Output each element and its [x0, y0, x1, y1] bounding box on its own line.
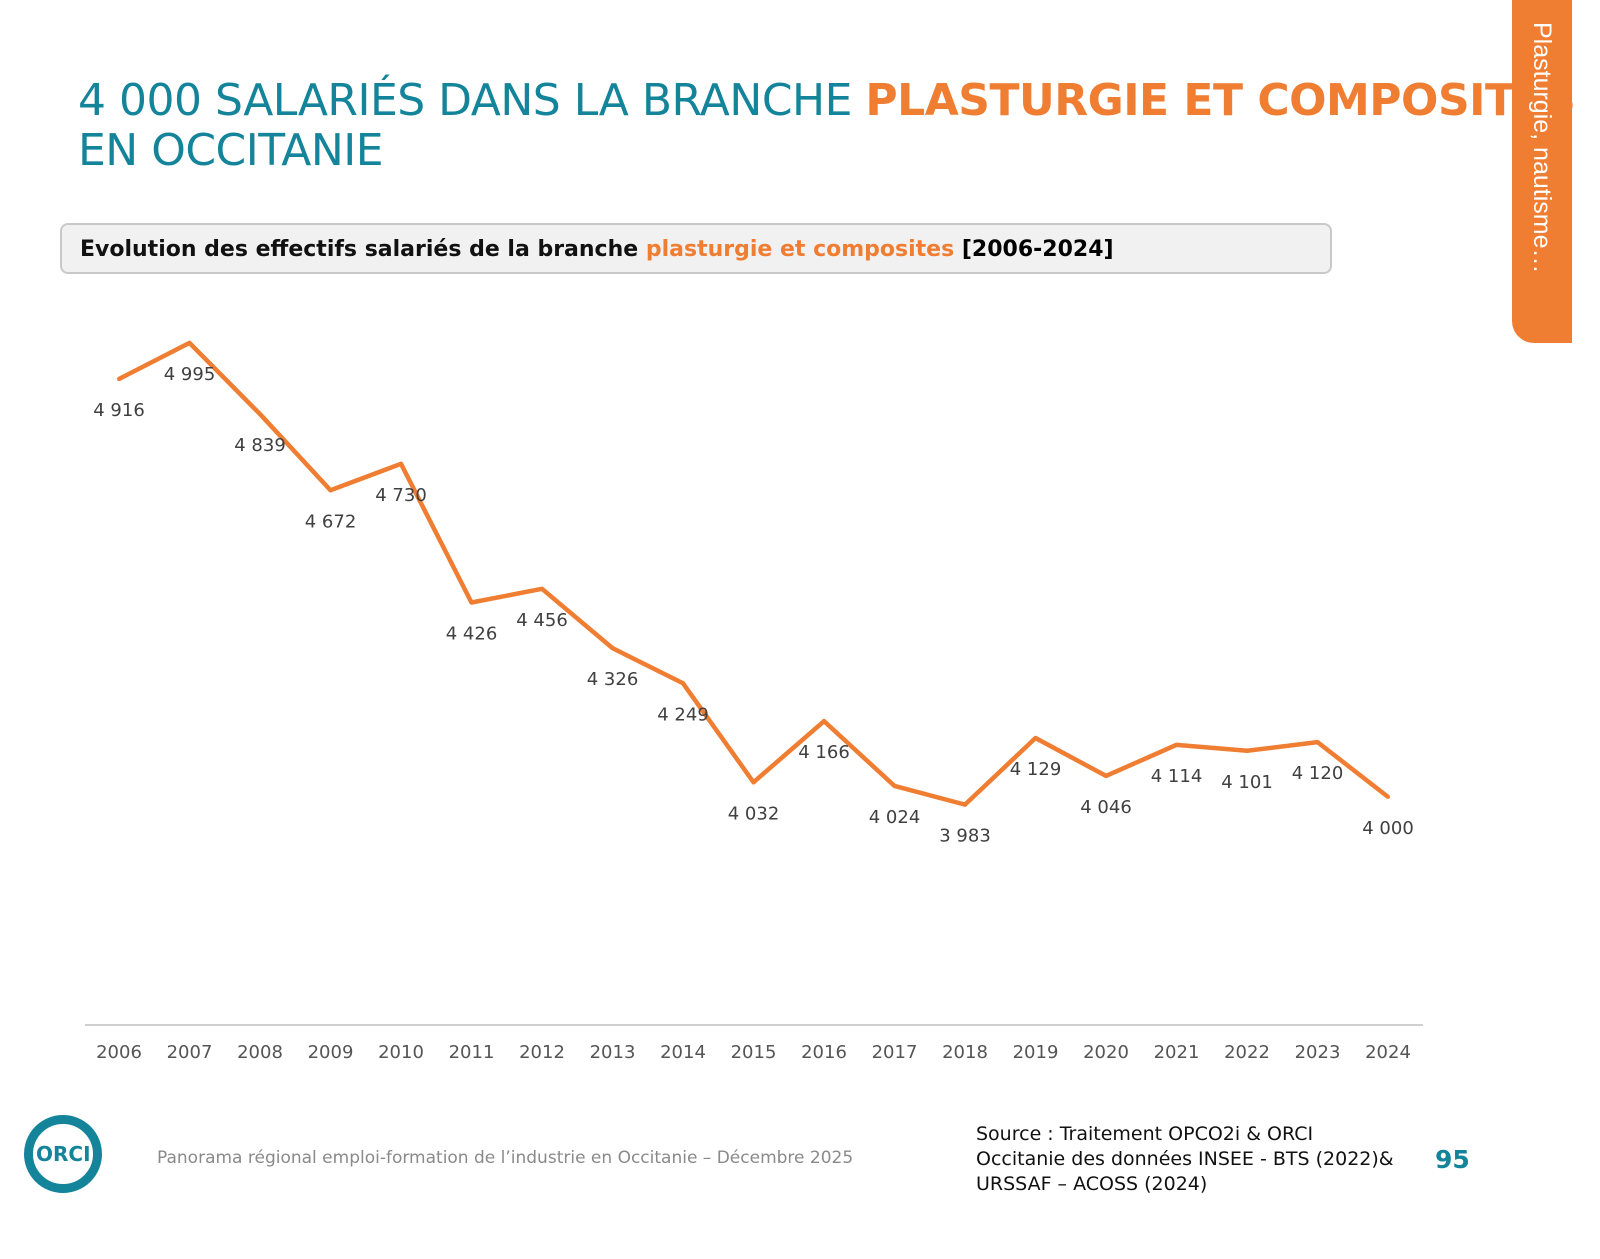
x-tick-label: 2022	[1224, 1042, 1270, 1063]
x-tick-label: 2007	[167, 1042, 213, 1063]
title-part1: 4 000 SALARIÉS DANS LA BRANCHE	[78, 75, 866, 126]
data-label: 4 101	[1221, 772, 1273, 793]
x-tick-label: 2019	[1013, 1042, 1059, 1063]
data-label: 4 024	[869, 807, 921, 828]
x-tick-label: 2011	[449, 1042, 495, 1063]
data-label: 4 249	[657, 704, 709, 725]
chart-title-part3: [2006-2024]	[954, 237, 1114, 262]
data-point	[258, 412, 262, 417]
x-tick-label: 2021	[1154, 1042, 1200, 1063]
x-tick-label: 2006	[96, 1042, 142, 1063]
data-point	[1315, 740, 1320, 745]
x-tick-label: 2010	[378, 1042, 424, 1063]
x-tick-label: 2023	[1295, 1042, 1341, 1063]
data-label: 4 730	[375, 485, 427, 506]
data-point	[469, 600, 474, 605]
x-tick-label: 2016	[801, 1042, 847, 1063]
data-label: 4 120	[1292, 763, 1344, 784]
chart-title-highlight: plasturgie et composites	[645, 237, 955, 262]
x-tick-label: 2012	[519, 1042, 565, 1063]
x-tick-label: 2017	[872, 1042, 918, 1063]
data-point	[187, 340, 192, 345]
data-point	[1245, 748, 1249, 753]
data-point	[751, 780, 756, 785]
footer-text: Panorama régional emploi-formation de l’…	[157, 1148, 854, 1168]
data-label: 4 326	[587, 669, 639, 690]
x-tick-label: 2009	[308, 1042, 354, 1063]
data-label: 4 995	[164, 364, 216, 385]
data-label: 4 916	[93, 400, 145, 421]
title-part3: EN OCCITANIE	[78, 125, 384, 176]
data-point	[1386, 794, 1390, 799]
x-tick-label: 2020	[1083, 1042, 1129, 1063]
data-label: 4 046	[1080, 797, 1132, 818]
page-title: 4 000 SALARIÉS DANS LA BRANCHE PLASTURGI…	[78, 76, 1600, 176]
data-label: 4 456	[516, 610, 568, 631]
data-label: 4 032	[728, 803, 780, 824]
data-point	[963, 802, 967, 807]
data-label: 4 114	[1151, 766, 1203, 787]
x-tick-label: 2015	[731, 1042, 777, 1063]
x-tick-label: 2014	[660, 1042, 706, 1063]
logo-text: ORCI	[36, 1142, 91, 1166]
page-number: 95	[1435, 1145, 1470, 1174]
data-point	[892, 783, 897, 788]
x-tick-label: 2024	[1365, 1042, 1411, 1063]
data-point	[117, 376, 121, 381]
data-point	[1033, 736, 1038, 741]
orci-logo: ORCI	[24, 1115, 102, 1193]
data-point	[822, 719, 826, 724]
chart-title-box: Evolution des effectifs salariés de la b…	[60, 223, 1332, 274]
data-label: 4 426	[446, 624, 498, 645]
chart-title-part1: Evolution des effectifs salariés de la b…	[80, 237, 646, 262]
data-label: 4 129	[1010, 759, 1062, 780]
title-highlight: PLASTURGIE ET COMPOSITES	[865, 75, 1576, 126]
x-tick-label: 2018	[942, 1042, 988, 1063]
data-point	[328, 488, 333, 493]
data-label: 4 166	[798, 742, 850, 763]
data-point	[1174, 742, 1179, 747]
data-label: 4 839	[234, 435, 286, 456]
data-point	[610, 646, 615, 651]
data-label: 4 000	[1362, 818, 1414, 839]
x-tick-label: 2008	[237, 1042, 283, 1063]
x-tick-label: 2013	[590, 1042, 636, 1063]
data-label: 4 672	[305, 511, 357, 532]
data-point	[1104, 773, 1108, 778]
data-label: 3 983	[939, 826, 991, 847]
series-line	[117, 340, 1390, 807]
data-point	[540, 586, 544, 591]
data-point	[681, 681, 685, 686]
data-point	[399, 461, 403, 466]
section-side-tab[interactable]: Plasturgie, nautisme…	[1512, 0, 1572, 343]
source-note: Source : Traitement OPCO2i & ORCI Occita…	[976, 1123, 1394, 1195]
